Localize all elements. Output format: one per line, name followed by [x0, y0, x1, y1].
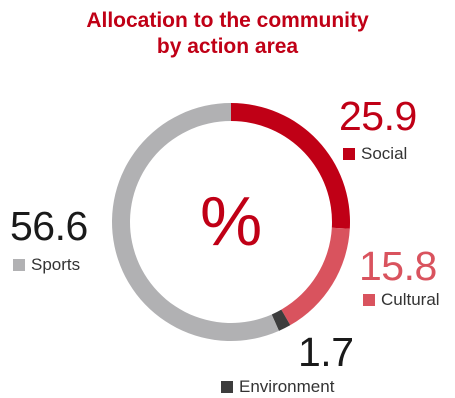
donut-slice-social — [231, 103, 350, 229]
value-label-environment: 1.7 — [298, 329, 354, 375]
donut-slice-cultural — [281, 227, 350, 326]
chart-title-line-2: by action area — [156, 35, 299, 58]
legend-label-environment: Environment — [239, 377, 335, 396]
legend-item-cultural: Cultural — [363, 291, 440, 308]
legend-swatch-social — [343, 147, 355, 160]
value-label-cultural: 15.8 — [359, 243, 437, 289]
legend-label-cultural: Cultural — [381, 290, 440, 309]
legend-swatch-sports — [13, 258, 25, 271]
donut-slices — [112, 103, 350, 341]
legend-item-sports: Sports — [13, 256, 80, 273]
chart-title: Allocation to the community by action ar… — [0, 8, 455, 60]
chart-title-line-1: Allocation to the community — [86, 9, 369, 32]
legend-item-environment: Environment — [221, 378, 334, 395]
value-label-sports: 56.6 — [10, 203, 88, 249]
legend-label-social: Social — [361, 144, 408, 163]
legend-label-sports: Sports — [31, 255, 81, 274]
donut-slice-environment — [271, 309, 291, 331]
legend-item-social: Social — [343, 145, 407, 162]
value-label-social: 25.9 — [339, 93, 417, 139]
center-percent-symbol: % — [200, 182, 263, 260]
legend-swatch-cultural — [363, 293, 375, 306]
legend-swatch-environment — [221, 380, 233, 393]
